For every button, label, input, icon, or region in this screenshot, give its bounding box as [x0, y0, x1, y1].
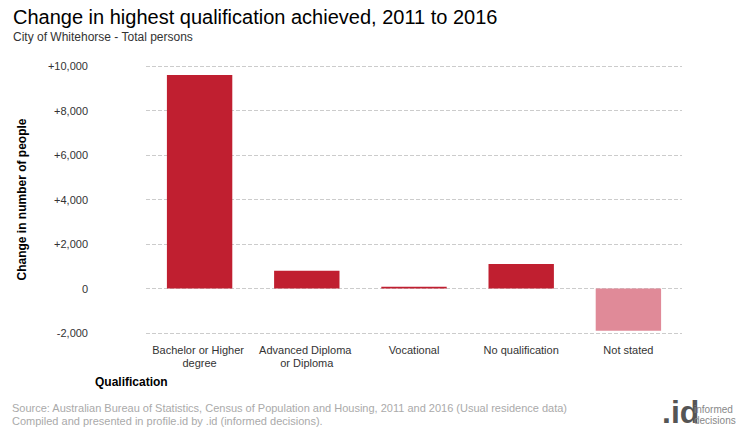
svg-text:Advanced Diploma: Advanced Diploma: [259, 344, 354, 356]
svg-text:Change in number of people: Change in number of people: [15, 118, 29, 280]
svg-text:decisions: decisions: [694, 415, 736, 426]
svg-text:Bachelor or Higher: Bachelor or Higher: [152, 344, 247, 356]
svg-text:Compiled and presented in prof: Compiled and presented in profile.id by …: [12, 415, 323, 427]
svg-text:0: 0: [82, 283, 88, 295]
svg-text:+8,000: +8,000: [54, 105, 88, 117]
svg-text:+10,000: +10,000: [48, 60, 88, 72]
svg-text:.id: .id: [662, 394, 700, 430]
svg-text:or Diploma: or Diploma: [280, 357, 334, 369]
svg-text:No qualification: No qualification: [484, 344, 559, 356]
svg-text:Vocational: Vocational: [389, 344, 440, 356]
svg-text:+4,000: +4,000: [54, 194, 88, 206]
svg-text:Qualification: Qualification: [95, 375, 168, 389]
svg-text:Source: Australian Bureau of S: Source: Australian Bureau of Statistics,…: [12, 402, 567, 414]
svg-text:+6,000: +6,000: [54, 149, 88, 161]
svg-text:informed: informed: [694, 404, 733, 415]
svg-text:+2,000: +2,000: [54, 238, 88, 250]
svg-text:City of Whitehorse - Total per: City of Whitehorse - Total persons: [13, 30, 193, 44]
svg-text:-2,000: -2,000: [57, 327, 88, 339]
svg-text:Not stated: Not stated: [603, 344, 653, 356]
svg-text:degree: degree: [182, 357, 216, 369]
svg-text:Change in highest qualificatio: Change in highest qualification achieved…: [13, 6, 497, 28]
